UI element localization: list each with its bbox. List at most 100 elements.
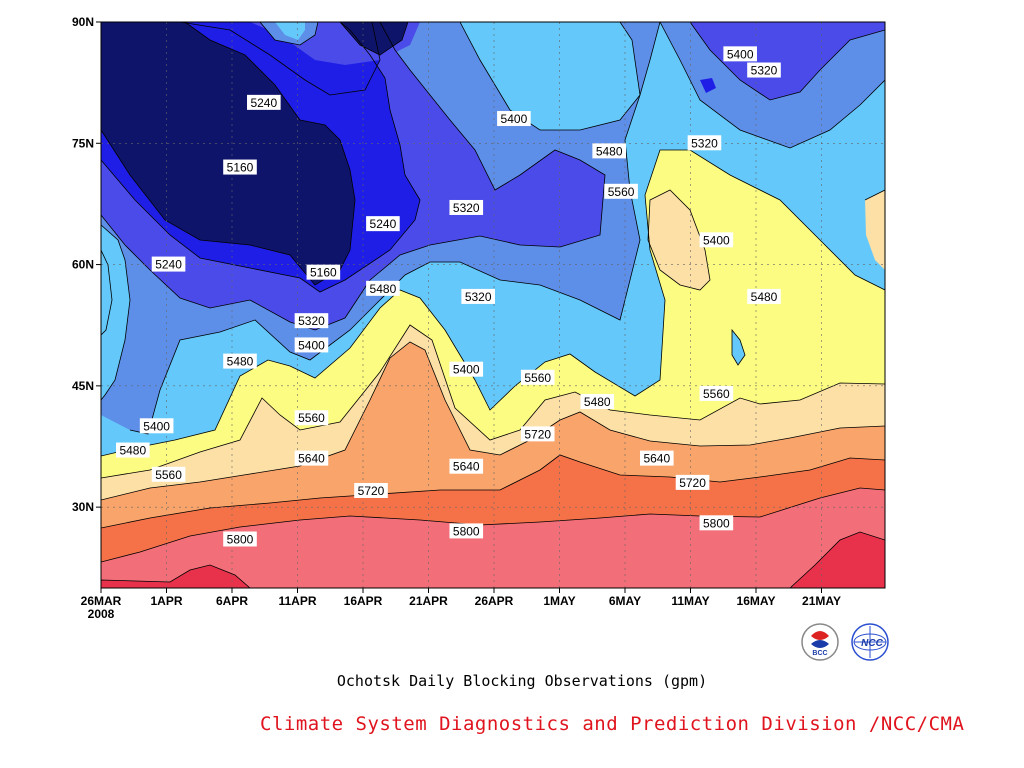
ncc-logo-text: NCC <box>861 638 883 649</box>
credit-line: Climate System Diagnostics and Predictio… <box>260 713 965 735</box>
contour-label: 5800 <box>227 532 254 546</box>
contour-label: 5480 <box>584 395 611 409</box>
contour-label-bg <box>306 264 341 280</box>
contour-label-bg <box>747 62 781 78</box>
contour-label-bg <box>223 159 257 175</box>
contour-label-bg <box>699 385 734 401</box>
contour-label: 5480 <box>227 355 254 369</box>
contour-label: 5400 <box>703 233 730 247</box>
band-eye-5480 <box>732 330 745 365</box>
contour-label-bg <box>151 256 186 272</box>
contour-label-bg <box>747 288 781 304</box>
y-tick-label: 30N <box>72 500 94 514</box>
band-right-5560 <box>648 190 710 290</box>
band-right-5240 <box>700 78 716 93</box>
x-tick-label: 11MAY <box>671 594 709 608</box>
contour-label-bg <box>449 199 484 215</box>
contour-label: 5480 <box>119 444 146 458</box>
contour-label: 5560 <box>524 371 551 385</box>
y-tick-label: 45N <box>72 379 94 393</box>
x-tick-label: 26MAR <box>81 594 122 608</box>
contour-label: 5720 <box>524 427 551 441</box>
contour-label-bg <box>520 426 555 442</box>
y-tick-label: 90N <box>72 15 94 29</box>
contour-label-bg <box>604 183 638 199</box>
x-tick-label: 2008 <box>88 607 115 621</box>
x-tick-label: 11APR <box>278 594 316 608</box>
contour-label-bg <box>139 418 174 434</box>
x-tick-label: 21MAY <box>802 594 841 608</box>
bcc-logo: BCC <box>801 623 839 661</box>
x-tick-label: 26APR <box>475 594 514 608</box>
contour-label: 5320 <box>453 201 480 215</box>
x-tick-label: 6MAY <box>609 594 641 608</box>
contour-label-bg <box>294 313 329 329</box>
x-tick-label: 21APR <box>409 594 448 608</box>
contour-label-bg <box>580 394 615 410</box>
contour-label-bg <box>151 466 186 482</box>
contour-label-bg <box>449 458 484 474</box>
contour-label-bg <box>294 410 329 426</box>
contour-label-bg <box>699 232 734 248</box>
contour-label-bg <box>449 523 484 539</box>
contour-label: 5400 <box>453 363 480 377</box>
contour-label: 5240 <box>370 217 397 231</box>
contour-label: 5800 <box>703 516 730 530</box>
contour-label: 5560 <box>703 387 730 401</box>
contour-label-bg <box>247 94 281 110</box>
y-tick-label: 60N <box>72 258 94 272</box>
bcc-logo-text: BCC <box>812 650 827 657</box>
contour-label: 5240 <box>250 96 277 110</box>
contour-label-bg <box>723 46 757 62</box>
contour-label: 5400 <box>727 47 754 61</box>
contour-label-bg <box>294 337 329 353</box>
contour-label: 5160 <box>310 266 337 280</box>
contour-label: 5640 <box>643 452 670 466</box>
contour-labels: 5240 5160 5240 5160 5240 5320 5400 5480 5480 5400… <box>116 46 781 547</box>
contour-label: 5240 <box>155 258 182 272</box>
y-axis: 30N 45N 60N 75N 90N <box>72 15 101 514</box>
contour-label: 5480 <box>751 290 778 304</box>
contour-label-bg <box>497 111 531 127</box>
contour-label: 5720 <box>679 476 706 490</box>
contour-label-bg <box>354 482 388 498</box>
band-ridge-5480 <box>460 22 640 130</box>
contour-label: 5160 <box>227 161 254 175</box>
contour-label: 5720 <box>358 484 385 498</box>
logos: BCC NCC <box>801 623 889 661</box>
contour-label: 5560 <box>298 411 325 425</box>
contour-label-bg <box>294 450 329 466</box>
contour-label: 5800 <box>453 524 480 538</box>
plot-frame <box>100 21 886 589</box>
contour-label: 5400 <box>298 338 325 352</box>
contour-label-bg <box>699 515 734 531</box>
band-5160-top <box>340 22 408 55</box>
contour-label: 5640 <box>453 460 480 474</box>
grid-lines <box>101 22 885 588</box>
x-tick-label: 1MAY <box>543 594 575 608</box>
contour-label: 5320 <box>691 136 718 150</box>
y-tick-label: 75N <box>72 136 94 150</box>
contour-label-bg <box>366 216 400 232</box>
contour-label-bg <box>592 143 626 159</box>
contour-label-bg <box>687 135 722 151</box>
contour-label-bg <box>675 474 710 490</box>
contour-label-bg <box>116 442 150 458</box>
contour-label: 5400 <box>501 112 528 126</box>
ncc-logo: NCC <box>851 623 889 661</box>
contour-label: 5640 <box>298 452 325 466</box>
contour-label-bg <box>449 361 484 377</box>
x-tick-label: 6APR <box>216 594 248 608</box>
contour-label-bg <box>520 369 555 385</box>
contour-label-bg <box>223 353 257 369</box>
contour-label-bg <box>366 280 400 296</box>
band-right-5320 <box>690 22 885 100</box>
contour-fill-layer <box>101 22 885 588</box>
contour-label-bg <box>223 531 257 547</box>
x-tick-label: 1APR <box>150 594 182 608</box>
contour-label-bg <box>640 450 674 466</box>
contour-label: 5320 <box>298 314 325 328</box>
chart-caption: Ochotsk Daily Blocking Observations (gpm… <box>336 672 708 690</box>
